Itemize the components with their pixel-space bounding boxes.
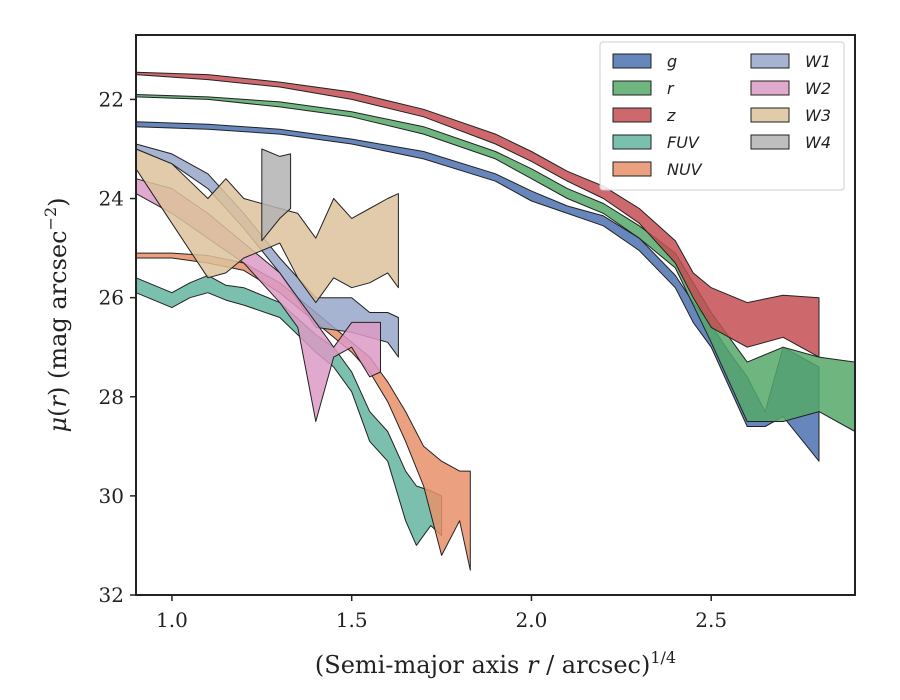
legend-swatch-r (612, 80, 652, 96)
legend-swatch-nuv (612, 161, 652, 177)
legend-label-r: r (667, 79, 675, 98)
y-axis: 22 24 26 28 30 32 (99, 87, 136, 607)
x-axis: 1.0 1.5 2.0 2.5 (156, 595, 727, 632)
y-tick-label: 22 (99, 87, 124, 111)
series-bands (135, 71, 856, 571)
legend-label-z: z (666, 106, 676, 125)
plot-frame (135, 34, 856, 596)
band-g (135, 121, 820, 462)
y-tick-label: 26 (99, 286, 124, 310)
legend-swatch-w1 (750, 53, 790, 69)
legend-swatch-w2 (750, 80, 790, 96)
legend-swatch-g (612, 53, 652, 69)
y-tick-label: 32 (99, 583, 124, 607)
y-tick-label: 30 (99, 484, 124, 508)
legend-label-w1: W1 (805, 52, 831, 71)
legend-label-g: g (667, 52, 677, 71)
x-tick-label: 1.5 (336, 608, 368, 632)
x-axis-title: (Semi-major axis r / arcsec)1/4 (315, 648, 676, 679)
y-tick-label: 24 (99, 187, 124, 211)
legend-swatch-w3 (750, 107, 790, 123)
y-tick-label: 28 (99, 385, 124, 409)
legend-swatch-z (612, 107, 652, 123)
legend-box (599, 41, 845, 191)
legend-label-w3: W3 (805, 106, 831, 125)
y-axis-title: μ(r) (mag arcsec−2) (41, 197, 72, 432)
legend-swatch-w4 (750, 134, 790, 150)
legend-swatch-fuv (612, 134, 652, 150)
legend: grz FUV NUV W1 W2 W3 W4 (599, 41, 845, 191)
band-w4 (261, 148, 292, 242)
legend-label-w4: W4 (805, 133, 831, 152)
x-tick-label: 1.0 (156, 608, 188, 632)
legend-label-nuv: NUV (667, 160, 703, 179)
x-tick-label: 2.5 (695, 608, 727, 632)
legend-label-w2: W2 (805, 79, 831, 98)
x-tick-label: 2.0 (516, 608, 548, 632)
legend-label-fuv: FUV (667, 133, 700, 152)
band-z (135, 71, 820, 358)
